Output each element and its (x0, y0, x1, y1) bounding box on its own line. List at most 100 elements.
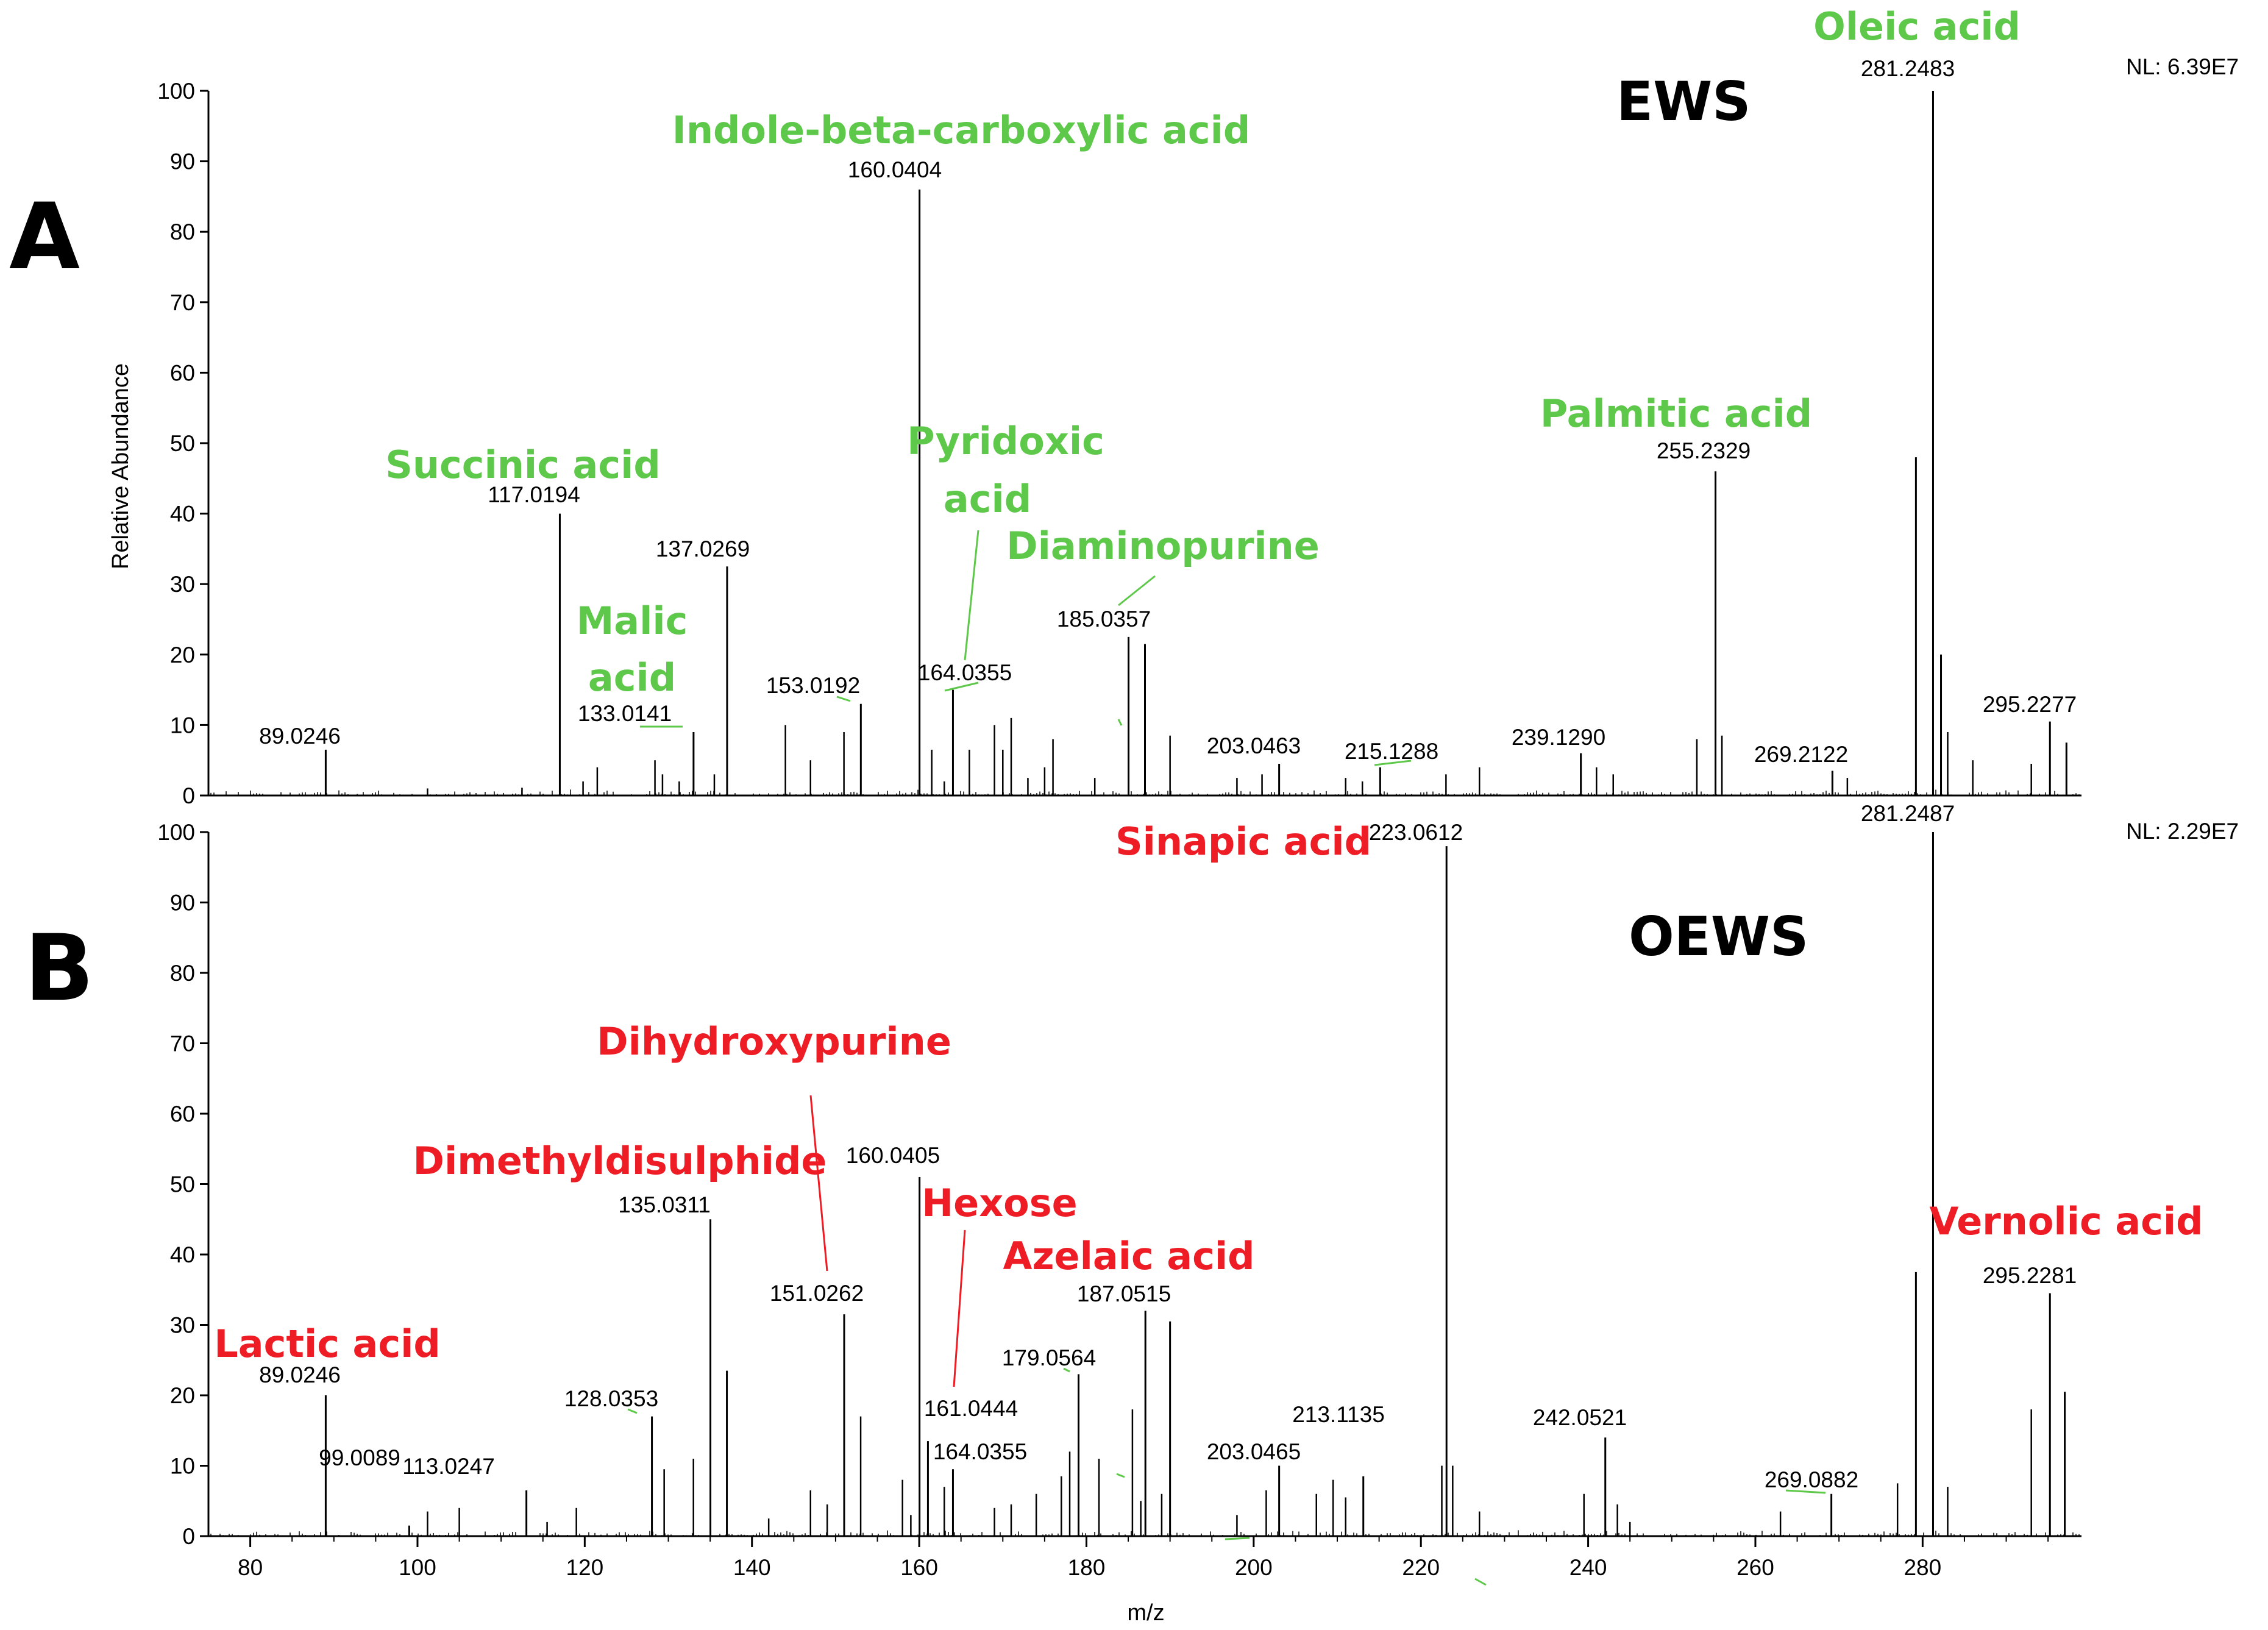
y-tick-label: 30 (170, 572, 195, 597)
compound-label-vernolic-acid: Vernolic acid (1929, 1199, 2203, 1244)
y-tick-label: 40 (170, 502, 195, 527)
panel-a-plot: 0 10 20 30 40 50 60 70 80 90 100 (157, 79, 2081, 808)
x-axis-title: m/z (1127, 1600, 1164, 1626)
panel-b-plot: 0 10 20 30 40 50 60 70 80 90 100 80 100 120 140 160 180 2… (157, 820, 2081, 1580)
peak-label: 269.0882 (1765, 1467, 1858, 1492)
y-tick-label: 20 (170, 1383, 195, 1408)
x-tick-label: 220 (1402, 1555, 1440, 1580)
compound-label-pyridoxic-line1: Pyridoxic (907, 419, 1104, 463)
peak-label: 242.0521 (1533, 1405, 1627, 1430)
peak-label: 295.2277 (1983, 692, 2077, 717)
peak-label: 133.0141 (578, 701, 672, 726)
y-tick-label: 60 (170, 1101, 195, 1126)
baseline-noise (210, 789, 2080, 795)
peak-label: 153.0192 (766, 673, 860, 698)
peak-label: 215.1288 (1345, 739, 1438, 764)
y-tick-label: 90 (170, 891, 195, 916)
y-tick-label: 70 (170, 1031, 195, 1056)
peak-label: 203.0465 (1207, 1439, 1301, 1464)
peak-label: 137.0269 (656, 536, 750, 561)
peak-label: 281.2487 (1861, 801, 1955, 826)
x-tick-label: 80 (238, 1555, 263, 1580)
y-tick-label: 70 (170, 290, 195, 315)
x-tick-label: 120 (566, 1555, 603, 1580)
peak-label: 281.2483 (1861, 56, 1955, 81)
leader-line (1225, 1537, 1250, 1540)
compound-label-oleic-acid: Oleic acid (1813, 4, 2021, 49)
compound-label-palmitic-acid: Palmitic acid (1540, 391, 1812, 436)
peak-label: 179.0564 (1002, 1345, 1096, 1370)
peak-label: 187.0515 (1077, 1281, 1171, 1306)
peak-label: 135.0311 (618, 1192, 711, 1217)
peak-label: 223.0612 (1369, 820, 1463, 845)
leader-line (1063, 1367, 1070, 1373)
peak-label: 239.1290 (1512, 725, 1605, 750)
y-tick-label: 40 (170, 1242, 195, 1267)
compound-label-diaminopurine: Diaminopurine (1006, 524, 1320, 568)
y-tick-label: 100 (157, 79, 195, 104)
y-tick-label: 0 (182, 1524, 195, 1549)
leader-line (953, 1230, 966, 1387)
peak-label: 203.0463 (1207, 733, 1301, 758)
panel-b-peak-labels: 89.0246 99.0089 113.0247 128.0353 135.03… (259, 801, 2077, 1492)
x-tick-label: 200 (1235, 1555, 1273, 1580)
leader-line (1374, 760, 1412, 766)
panel-b-letter: B (24, 916, 94, 1022)
panel-a-sample-name: EWS (1616, 70, 1751, 133)
panel-b-compound-labels: Lactic acid Dimethyldisulphide Dihydroxy… (214, 819, 2203, 1366)
leader-line (1118, 575, 1156, 607)
panel-a-normalization-level: NL: 6.39E7 (2126, 54, 2239, 79)
leader-line (964, 530, 979, 661)
y-tick-label: 10 (170, 1454, 195, 1479)
panel-a-letter: A (9, 184, 80, 290)
y-tick-label: 80 (170, 219, 195, 244)
peak-label: 117.0194 (488, 482, 580, 507)
panel-a-compound-labels: Succinic acid Malic acid Indole-beta-car… (385, 4, 2021, 700)
compound-label-indole-beta-carboxylic-acid: Indole-beta-carboxylic acid (672, 108, 1250, 152)
compound-label-azelaic-acid: Azelaic acid (1003, 1234, 1254, 1278)
y-tick-label: 90 (170, 149, 195, 174)
peak-label: 160.0404 (848, 157, 942, 182)
y-tick-label: 50 (170, 431, 195, 456)
y-tick-label: 20 (170, 642, 195, 667)
compound-label-succinic-acid: Succinic acid (385, 443, 661, 487)
leader-line (836, 696, 851, 702)
compound-label-malic-line2: acid (588, 655, 676, 700)
panel-b-sample-name: OEWS (1629, 905, 1808, 968)
x-tick-label: 260 (1737, 1555, 1774, 1580)
peak-label: 185.0357 (1057, 607, 1151, 632)
compound-label-hexose: Hexose (922, 1181, 1077, 1225)
peak-label: 89.0246 (259, 724, 341, 749)
x-tick-label: 100 (399, 1555, 436, 1580)
panel-a-peak-labels: 89.0246 117.0194 133.0141 137.0269 153.0… (259, 56, 2077, 767)
compound-label-dihydroxypurine: Dihydroxypurine (597, 1019, 951, 1064)
y-tick-label: 50 (170, 1172, 195, 1197)
peak-label: 128.0353 (564, 1386, 658, 1411)
leader-line (944, 682, 979, 692)
leader-line (809, 1095, 828, 1272)
peak-label: 113.0247 (402, 1454, 495, 1479)
y-tick-label: 0 (182, 783, 195, 808)
y-tick-label: 30 (170, 1313, 195, 1338)
x-tick-label: 160 (900, 1555, 938, 1580)
compound-label-pyridoxic-line2: acid (944, 477, 1031, 521)
peak-label: 99.0089 (319, 1445, 400, 1470)
leader-line (1116, 1473, 1125, 1478)
peak-label: 213.1135 (1292, 1402, 1385, 1427)
panel-b-leader-lines (627, 1095, 1826, 1586)
y-tick-label: 60 (170, 360, 195, 385)
x-tick-label: 240 (1569, 1555, 1607, 1580)
leader-line (1117, 719, 1123, 726)
leader-line (1785, 1489, 1826, 1494)
compound-label-dimethyldisulphide: Dimethyldisulphide (413, 1139, 827, 1183)
y-tick-label: 100 (157, 820, 195, 845)
peak-label: 164.0355 (933, 1439, 1027, 1464)
y-tick-label: 80 (170, 961, 195, 986)
y-tick-label: 10 (170, 713, 195, 738)
x-tick-label: 180 (1068, 1555, 1106, 1580)
compound-label-malic-line1: Malic (577, 599, 688, 643)
x-tick-label: 140 (733, 1555, 771, 1580)
peak-label: 89.0246 (259, 1362, 341, 1387)
peak-label: 269.2122 (1754, 742, 1848, 767)
